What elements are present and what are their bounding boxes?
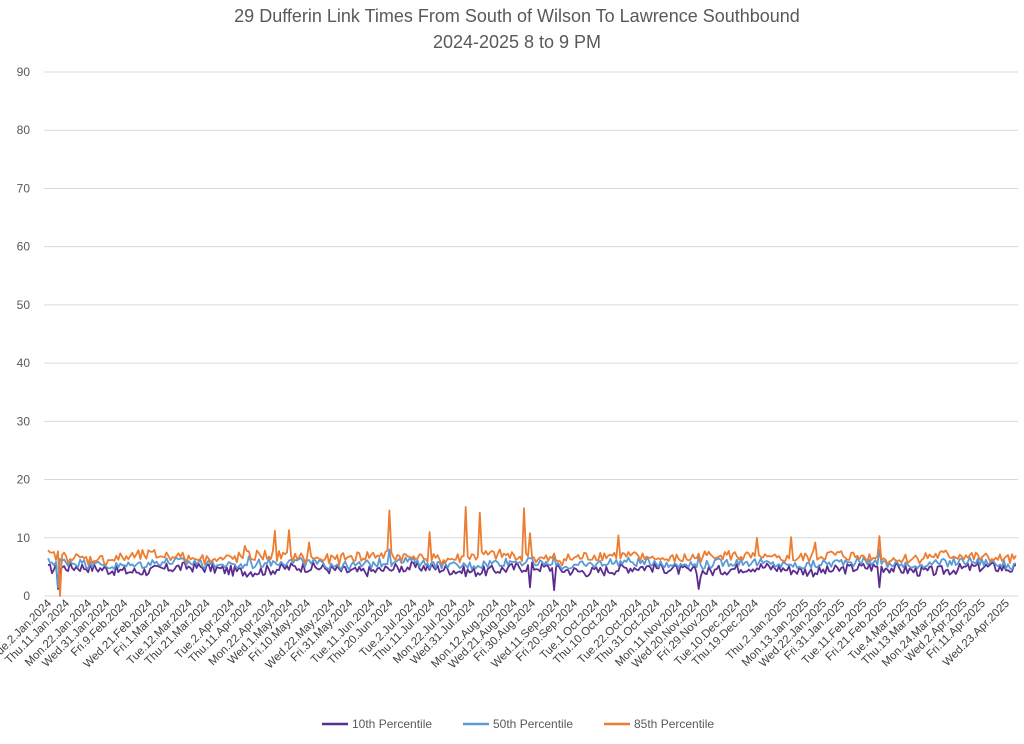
y-tick-label: 80 (17, 123, 31, 137)
gridlines (44, 71, 1018, 597)
series-line-p85 (47, 505, 1017, 597)
y-tick-label: 20 (17, 473, 31, 487)
y-tick-label: 40 (17, 356, 31, 370)
y-tick-label: 90 (17, 65, 31, 79)
y-tick-label: 60 (17, 240, 31, 254)
legend-label: 50th Percentile (493, 717, 573, 731)
y-tick-label: 10 (17, 531, 31, 545)
legend-label: 85th Percentile (634, 717, 714, 731)
y-tick-label: 30 (17, 414, 31, 428)
chart-title: 29 Dufferin Link Times From South of Wil… (234, 6, 800, 26)
series-lines (47, 505, 1017, 597)
series-line-p10 (47, 560, 1016, 592)
legend-label: 10th Percentile (352, 717, 432, 731)
x-axis-ticks: Tue.2.Jan.2024Thu.11.Jan.2024Mon.22.Jan.… (0, 597, 1012, 671)
legend: 10th Percentile 50th Percentile 85th Perce… (322, 717, 714, 731)
y-axis-ticks: 0 10 20 30 40 50 60 70 80 90 (17, 65, 31, 603)
y-tick-label: 50 (17, 298, 31, 312)
y-tick-label: 0 (23, 589, 30, 603)
y-tick-label: 70 (17, 181, 31, 195)
chart-subtitle: 2024-2025 8 to 9 PM (433, 32, 601, 52)
